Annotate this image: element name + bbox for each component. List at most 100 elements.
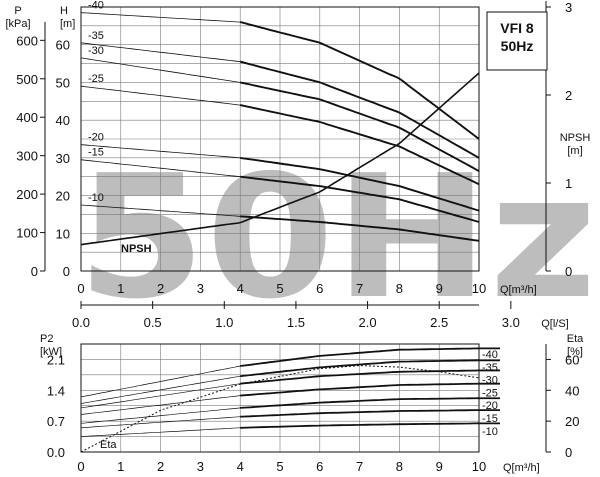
power-curve--40 (240, 347, 480, 367)
eta-tick-label: 40 (565, 383, 579, 398)
head-curve--40-thin (80, 12, 241, 23)
title-box (486, 11, 548, 71)
p2-tick-label: 0.7 (47, 414, 65, 429)
p2-axis-label-1: [kW] (40, 346, 62, 358)
bottom-q-tick-label: 10 (472, 459, 486, 474)
bottom-q-tick-label: 1 (117, 459, 124, 474)
kpa-axis-label-1: [kPa] (5, 18, 30, 30)
head-curve-label--35: -35 (88, 30, 104, 42)
h-axis-label-0: H (60, 5, 68, 17)
power-curve--20 (240, 397, 480, 409)
power-curve-label--35: -35 (482, 362, 498, 374)
ls-tick-label: 0.5 (144, 315, 162, 330)
p2-tick-label: 0.0 (47, 445, 65, 460)
power-curve--10 (240, 422, 480, 429)
npsh-tick-label: 1 (565, 176, 572, 191)
h-tick-label: 30 (56, 151, 70, 166)
head-curve-label--30: -30 (88, 45, 104, 57)
power-curve--25-thin (80, 395, 241, 415)
head-curve-label--15: -15 (88, 147, 104, 159)
ls-tick-label: 1.5 (287, 315, 305, 330)
power-curve--15 (240, 409, 480, 418)
head-curve--20-thin (80, 144, 241, 159)
eta-tick-label: 60 (565, 352, 579, 367)
power-curve-label--15: -15 (482, 413, 498, 425)
npsh-axis-label-0: NPSH (560, 132, 591, 144)
p2-axis-label-0: P2 (40, 333, 53, 345)
eta-tick-label: 20 (565, 414, 579, 429)
h-tick-label: 0 (63, 264, 70, 279)
p2-tick-label: 2.1 (47, 352, 65, 367)
q-tick-label: 5 (276, 281, 283, 296)
power-curve--35-thin (80, 375, 241, 404)
q-tick-label: 3 (197, 281, 204, 296)
q-tick-label: 1 (117, 281, 124, 296)
eta-axis-label-0: Eta (567, 333, 584, 345)
bottom-q-tick-label: 9 (436, 459, 443, 474)
power-curve-label--40: -40 (482, 349, 498, 361)
q-tick-label: 2 (157, 281, 164, 296)
head-curve-label--25: -25 (88, 73, 104, 85)
power-curve-label--25: -25 (482, 387, 498, 399)
q-tick-label: 4 (237, 281, 244, 296)
bottom-q-tick-label: 3 (197, 459, 204, 474)
watermark-50hz: 50Hz (77, 139, 597, 337)
h-tick-label: 10 (56, 226, 70, 241)
head-curve--30 (239, 81, 480, 172)
q-tick-label: 10 (472, 281, 486, 296)
ls-tick-label: 2.5 (430, 315, 448, 330)
head-curve--30-thin (80, 57, 241, 83)
kpa-tick-label: 200 (16, 187, 38, 202)
power-curve--35 (240, 359, 480, 378)
eta-curve (80, 365, 480, 453)
power-curve-label--10: -10 (482, 426, 498, 438)
bottom-q-tick-label: 8 (396, 459, 403, 474)
npsh-axis-label-1: [m] (567, 145, 582, 157)
ls-tick-label: 0.0 (72, 315, 90, 330)
h-tick-label: 20 (56, 189, 70, 204)
h-axis-label-1: [m] (60, 18, 75, 30)
power-curve--25 (240, 382, 480, 397)
kpa-tick-label: 500 (16, 72, 38, 87)
kpa-axis-label-0: P (14, 5, 21, 17)
ls-tick-label: 2.0 (359, 315, 377, 330)
head-curve--20 (240, 156, 480, 212)
npsh-tick-label: 0 (565, 264, 572, 279)
bottom-q-axis-label: Q[m³/h] (503, 462, 540, 474)
bottom-q-tick-label: 4 (237, 459, 244, 474)
eta-curve-label: Eta (100, 439, 117, 451)
head-curve--25 (240, 104, 480, 186)
power-curve--40-thin (80, 365, 241, 398)
head-curve--10 (240, 215, 480, 242)
bottom-q-tick-label: 2 (157, 459, 164, 474)
power-curve--10-thin (80, 427, 241, 437)
head-curve--15-thin (80, 159, 241, 178)
kpa-tick-label: 300 (16, 149, 38, 164)
h-tick-label: 40 (56, 113, 70, 128)
kpa-tick-label: 100 (16, 226, 38, 241)
h-tick-label: 50 (56, 75, 70, 90)
ls-tick-label: 1.0 (215, 315, 233, 330)
bottom-q-tick-label: 0 (77, 459, 84, 474)
kpa-tick-label: 600 (16, 33, 38, 48)
kpa-tick-label: 400 (16, 110, 38, 125)
power-curve-label--20: -20 (482, 400, 498, 412)
head-curve--35 (239, 60, 480, 159)
bottom-q-tick-label: 6 (316, 459, 323, 474)
power-curve--20-thin (80, 407, 241, 424)
npsh-curve-label: NPSH (121, 243, 152, 255)
q-axis-label: Q[m³/h] (500, 284, 537, 296)
kpa-tick-label: 0 (31, 264, 38, 279)
ls-tick-label: 3.0 (502, 315, 520, 330)
head-curve-label--20: -20 (88, 132, 104, 144)
head-curve--35-thin (80, 42, 241, 63)
q-tick-label: 0 (77, 281, 84, 296)
eta-tick-label: 0 (565, 445, 572, 460)
p2-tick-label: 1.4 (47, 383, 65, 398)
power-curve-label--30: -30 (482, 375, 498, 387)
eta-axis-label-1: [%] (567, 346, 583, 358)
chart-title-0: VFI 8 (500, 20, 534, 36)
q-tick-label: 6 (316, 281, 323, 296)
head-curve-label--40: -40 (88, 0, 104, 12)
